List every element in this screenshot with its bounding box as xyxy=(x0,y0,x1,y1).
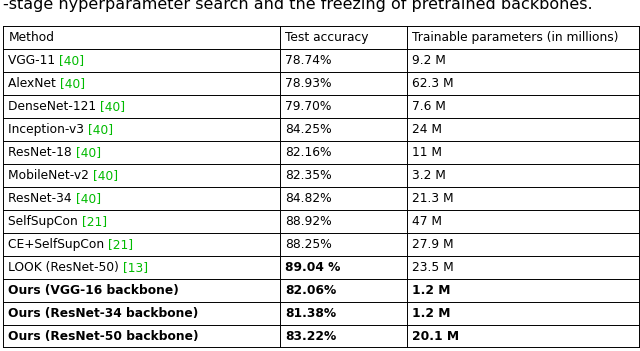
Text: 78.74%: 78.74% xyxy=(285,54,332,67)
Text: 20.1 M: 20.1 M xyxy=(412,330,459,343)
Text: Method: Method xyxy=(8,31,54,44)
Text: 82.16%: 82.16% xyxy=(285,146,332,159)
Text: 88.25%: 88.25% xyxy=(285,238,332,251)
Text: Ours (ResNet-34 backbone): Ours (ResNet-34 backbone) xyxy=(8,306,198,319)
Text: [40]: [40] xyxy=(100,100,125,113)
Text: 82.35%: 82.35% xyxy=(285,169,332,182)
Text: 1.2 M: 1.2 M xyxy=(412,306,451,319)
Text: [21]: [21] xyxy=(82,215,107,228)
Text: SelfSupCon: SelfSupCon xyxy=(8,215,82,228)
Text: Ours (VGG-16 backbone): Ours (VGG-16 backbone) xyxy=(8,284,179,297)
Text: 78.93%: 78.93% xyxy=(285,77,332,90)
Text: 89.04 %: 89.04 % xyxy=(285,261,340,274)
Text: [40]: [40] xyxy=(76,146,101,159)
Text: 88.92%: 88.92% xyxy=(285,215,332,228)
Text: [40]: [40] xyxy=(60,54,84,67)
Text: AlexNet: AlexNet xyxy=(8,77,60,90)
Text: [40]: [40] xyxy=(76,192,101,205)
Text: [21]: [21] xyxy=(108,238,134,251)
Text: 9.2 M: 9.2 M xyxy=(412,54,445,67)
Text: 47 M: 47 M xyxy=(412,215,442,228)
Text: 7.6 M: 7.6 M xyxy=(412,100,445,113)
Text: Trainable parameters (in millions): Trainable parameters (in millions) xyxy=(412,31,618,44)
Text: ResNet-34: ResNet-34 xyxy=(8,192,76,205)
Text: MobileNet-v2: MobileNet-v2 xyxy=(8,169,93,182)
Text: LOOK (ResNet-50): LOOK (ResNet-50) xyxy=(8,261,123,274)
Text: ResNet-18: ResNet-18 xyxy=(8,146,76,159)
Text: -stage hyperparameter search and the freezing of pretrained backbones.: -stage hyperparameter search and the fre… xyxy=(3,0,593,12)
Text: 3.2 M: 3.2 M xyxy=(412,169,445,182)
Text: 23.5 M: 23.5 M xyxy=(412,261,454,274)
Text: 24 M: 24 M xyxy=(412,123,442,136)
Text: 21.3 M: 21.3 M xyxy=(412,192,454,205)
Text: VGG-11: VGG-11 xyxy=(8,54,60,67)
Text: [13]: [13] xyxy=(123,261,148,274)
Text: Inception-v3: Inception-v3 xyxy=(8,123,88,136)
Text: [40]: [40] xyxy=(88,123,113,136)
Text: 27.9 M: 27.9 M xyxy=(412,238,454,251)
Text: 62.3 M: 62.3 M xyxy=(412,77,454,90)
Text: Test accuracy: Test accuracy xyxy=(285,31,368,44)
Text: 84.82%: 84.82% xyxy=(285,192,332,205)
Text: DenseNet-121: DenseNet-121 xyxy=(8,100,100,113)
Text: CE+SelfSupCon: CE+SelfSupCon xyxy=(8,238,108,251)
Text: 82.06%: 82.06% xyxy=(285,284,336,297)
Text: [40]: [40] xyxy=(60,77,85,90)
Text: 79.70%: 79.70% xyxy=(285,100,331,113)
Text: 83.22%: 83.22% xyxy=(285,330,336,343)
Text: 11 M: 11 M xyxy=(412,146,442,159)
Text: [40]: [40] xyxy=(93,169,118,182)
Text: 81.38%: 81.38% xyxy=(285,306,336,319)
Text: 84.25%: 84.25% xyxy=(285,123,332,136)
Text: Ours (ResNet-50 backbone): Ours (ResNet-50 backbone) xyxy=(8,330,199,343)
Text: 1.2 M: 1.2 M xyxy=(412,284,451,297)
